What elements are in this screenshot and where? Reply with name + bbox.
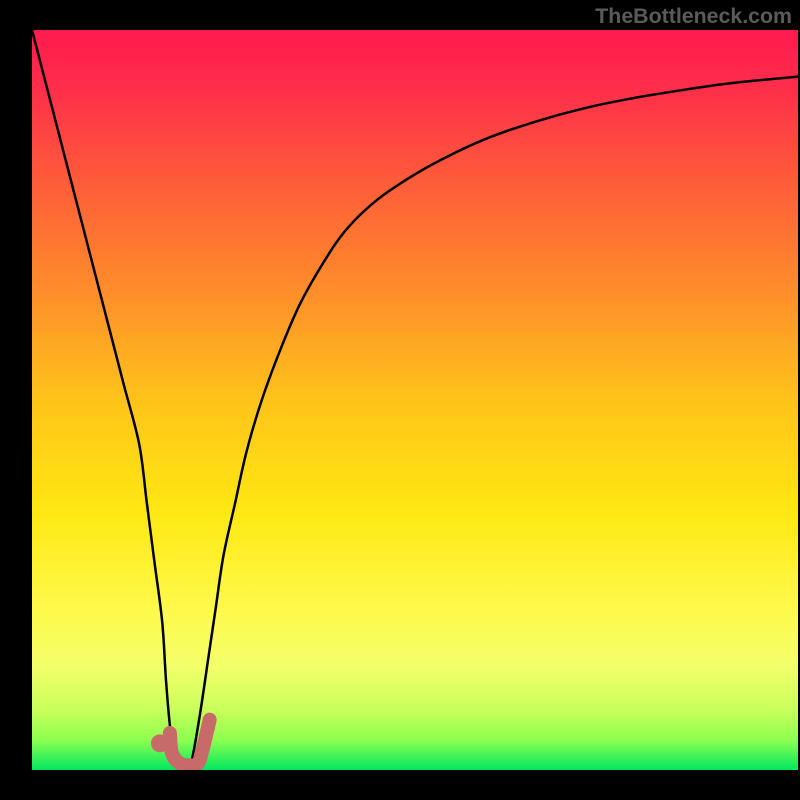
curve-layer bbox=[32, 30, 798, 770]
plot-area bbox=[32, 30, 798, 770]
bottleneck-curve bbox=[32, 30, 798, 769]
chart-container: TheBottleneck.com bbox=[0, 0, 800, 800]
watermark-text: TheBottleneck.com bbox=[595, 4, 792, 29]
optimal-marker-dot bbox=[151, 734, 169, 752]
optimal-marker-j bbox=[170, 720, 210, 766]
